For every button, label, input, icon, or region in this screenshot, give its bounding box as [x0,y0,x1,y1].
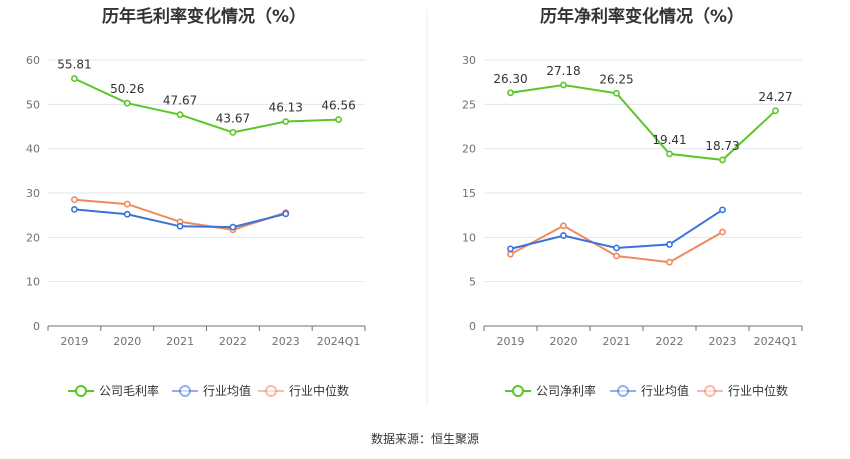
data-label: 26.25 [599,72,633,86]
y-tick-label: 30 [26,187,40,200]
data-point [666,150,673,158]
legend-label: 公司净利率 [536,383,596,398]
data-label: 43.67 [216,111,250,125]
data-point [123,99,131,107]
data-point [666,241,673,248]
data-point [560,232,567,239]
data-point [560,222,567,230]
data-label: 26.30 [493,72,527,86]
data-point [123,210,131,218]
x-tick-label: 2019 [497,335,525,348]
data-point [666,258,673,266]
data-point [507,89,514,97]
data-point [719,156,726,164]
legend-swatch-marker [265,385,277,397]
legend-label: 行业均值 [203,383,251,398]
x-tick-label: 2020 [550,335,578,348]
series-line-2 [510,208,724,250]
legend-label: 行业均值 [641,383,689,398]
data-label: 24.27 [758,90,792,104]
legend-swatch-marker [512,385,524,397]
legend-item-2: 行业均值 [172,383,251,398]
data-label: 27.18 [546,64,580,78]
data-point [507,245,514,253]
data-label: 46.56 [321,99,355,113]
legend-label: 行业中位数 [728,383,788,398]
data-point [335,116,342,123]
y-tick-label: 20 [462,143,476,156]
data-point [719,206,726,214]
y-tick-label: 50 [26,98,40,111]
data-label: 50.26 [110,82,144,96]
data-label: 46.13 [269,100,303,114]
y-tick-label: 15 [462,187,476,200]
legend-item-3: 行业中位数 [697,383,788,398]
y-tick-label: 60 [26,54,40,67]
x-tick-label: 2021 [166,335,194,348]
data-point [282,210,290,218]
chart-title: 历年毛利率变化情况（%） [102,6,306,27]
y-tick-label: 40 [26,143,40,156]
data-label: 47.67 [163,94,197,108]
y-tick-label: 25 [462,98,476,111]
x-tick-label: 2023 [709,335,737,348]
data-point [613,244,620,252]
data-point [71,196,78,204]
legend-swatch-marker [704,385,716,397]
data-point [71,206,78,213]
x-tick-label: 2023 [272,335,300,348]
data-label: 19.41 [652,133,686,147]
data-point [772,107,779,115]
data-label: 55.81 [57,58,91,72]
legend-item-1: 公司毛利率 [68,383,159,398]
data-point [507,250,514,258]
x-tick-label: 2022 [219,335,247,348]
x-tick-label: 2024Q1 [317,335,361,348]
data-point [282,118,290,125]
data-point [123,200,131,208]
data-point [229,223,237,231]
x-tick-label: 2020 [113,335,141,348]
y-tick-label: 0 [469,320,476,333]
x-tick-label: 2022 [656,335,684,348]
y-tick-label: 5 [469,276,476,289]
data-point [176,111,184,119]
chart-panel-1: 历年毛利率变化情况（%） 0 10 20 30 40 50 60 2019 2020 2021 202… [26,6,366,398]
legend-item-3: 行业中位数 [258,383,349,398]
legend-swatch-marker [617,385,629,397]
source-text: 数据来源：恒生聚源 [371,431,479,446]
data-point [560,81,567,89]
data-point [613,89,620,97]
y-tick-label: 10 [462,231,476,244]
x-tick-label: 2019 [60,335,88,348]
data-point [176,222,184,230]
legend-swatch-marker [75,385,87,397]
y-tick-label: 10 [26,276,40,289]
legend-item-2: 行业均值 [610,383,689,398]
x-tick-label: 2024Q1 [754,335,798,348]
data-point [229,128,237,136]
x-tick-label: 2021 [603,335,631,348]
y-tick-label: 20 [26,231,40,244]
legend-label: 行业中位数 [289,383,349,398]
data-label: 18.73 [705,139,739,153]
data-point [613,252,620,260]
data-point [71,75,78,82]
series-line-1 [73,77,339,134]
legend-item-1: 公司净利率 [505,383,596,398]
y-tick-label: 0 [33,320,40,333]
data-point [719,228,726,236]
chart-panel-2: 历年净利率变化情况（%） 0 5 10 15 20 25 30 2019 2020 2021 2022… [462,6,803,398]
legend-label: 公司毛利率 [99,383,159,398]
series-line-1 [510,83,777,161]
legend-swatch-marker [179,385,191,397]
chart-title: 历年净利率变化情况（%） [540,6,744,27]
y-tick-label: 30 [462,54,476,67]
